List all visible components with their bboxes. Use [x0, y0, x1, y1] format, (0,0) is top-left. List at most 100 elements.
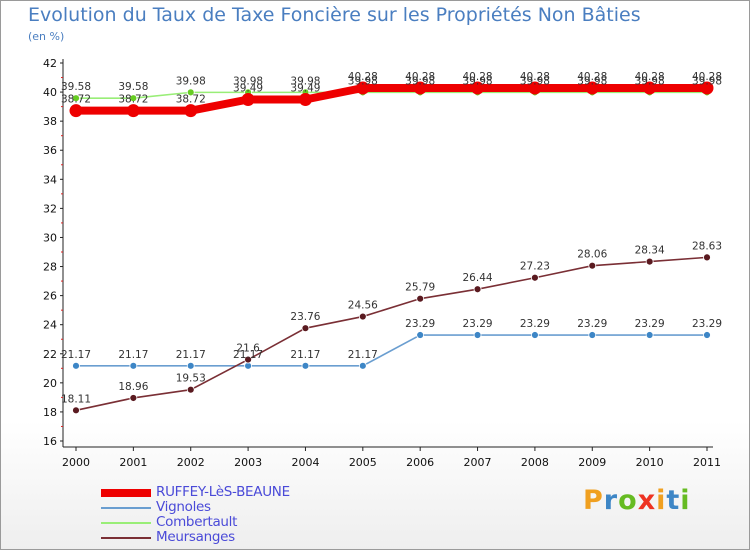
data-point	[531, 331, 539, 339]
data-label: 21.6	[236, 343, 260, 355]
data-label: 39.98	[635, 75, 665, 87]
data-point	[645, 331, 654, 339]
x-tick-label: 2004	[291, 456, 319, 469]
data-label: 39.98	[520, 75, 550, 87]
data-point	[301, 324, 310, 333]
data-label: 40.28	[348, 71, 378, 83]
y-tick-label: 16	[43, 435, 57, 448]
y-tick-label: 32	[43, 202, 57, 215]
data-label: 28.34	[635, 245, 665, 257]
data-label: 40.28	[520, 71, 550, 83]
data-label: 39.98	[692, 75, 722, 87]
data-point	[700, 81, 714, 95]
data-point	[186, 361, 195, 370]
data-point	[72, 94, 80, 103]
data-point	[186, 88, 195, 97]
data-label: 39.98	[405, 75, 435, 87]
data-point	[129, 94, 138, 103]
legend-item: Vignoles	[101, 499, 361, 515]
data-label: 39.98	[577, 75, 607, 87]
data-label: 21.17	[233, 349, 263, 361]
data-label: 23.29	[635, 318, 665, 330]
data-point	[241, 92, 255, 106]
logo-letter: P	[583, 485, 604, 516]
data-label: 38.72	[61, 94, 91, 106]
data-label: 28.06	[577, 249, 607, 261]
y-axis-unit-label: (en %)	[28, 30, 65, 43]
series-line	[75, 256, 708, 412]
data-label: 21.17	[61, 349, 91, 361]
y-tick-label: 26	[43, 290, 57, 303]
data-label: 23.76	[290, 311, 320, 323]
data-point	[72, 406, 80, 415]
y-tick-label: 40	[43, 86, 57, 99]
x-tick-label: 2001	[119, 456, 147, 469]
series-line	[76, 91, 707, 99]
data-point	[72, 361, 80, 370]
data-label: 18.11	[61, 393, 91, 405]
data-label: 39.98	[290, 75, 320, 87]
legend-label: Combertault	[156, 514, 238, 530]
legend-label: Meursanges	[156, 529, 235, 545]
data-point	[126, 104, 140, 118]
data-label: 23.29	[692, 318, 722, 330]
data-point	[471, 81, 485, 95]
data-point	[528, 81, 542, 95]
data-point	[703, 253, 711, 262]
data-label: 26.44	[463, 272, 493, 284]
data-point	[531, 273, 539, 282]
data-point	[473, 331, 482, 339]
data-label: 27.23	[520, 261, 550, 273]
chart-title: Evolution du Taux de Taxe Foncière sur l…	[28, 4, 641, 26]
x-tick-label: 2002	[177, 456, 205, 469]
series-line-ruffey	[76, 84, 707, 115]
legend-swatch	[101, 507, 151, 509]
data-label: 21.17	[290, 349, 320, 361]
data-point	[186, 385, 195, 394]
legend-label: RUFFEY-LèS-BEAUNE	[156, 484, 290, 500]
x-tick-label: 2010	[636, 456, 664, 469]
data-label: 40.28	[463, 71, 493, 83]
logo-letter: i	[656, 485, 667, 516]
logo-letter: i	[680, 485, 691, 516]
data-point	[244, 355, 252, 364]
data-label: 40.28	[405, 71, 435, 83]
data-label: 39.49	[233, 82, 263, 94]
data-label: 21.17	[118, 349, 148, 361]
proxiti-logo: Proxiti	[583, 485, 691, 516]
logo-letter: o	[618, 485, 638, 516]
legend-item: Combertault	[101, 514, 361, 530]
data-point	[645, 257, 654, 266]
x-tick-label: 2008	[521, 456, 549, 469]
data-label: 21.17	[348, 349, 378, 361]
data-point	[129, 394, 138, 402]
data-point	[588, 331, 597, 339]
data-label: 38.72	[118, 94, 148, 106]
data-label: 38.72	[176, 94, 206, 106]
data-point	[356, 81, 370, 95]
legend-item: Meursanges	[101, 529, 361, 545]
x-tick-label: 2003	[234, 456, 262, 469]
data-label: 40.28	[635, 71, 665, 83]
y-tick-label: 22	[43, 348, 57, 361]
y-tick-label: 20	[43, 377, 57, 390]
data-point	[703, 331, 711, 339]
y-tick-label: 28	[43, 261, 57, 274]
data-point	[358, 361, 367, 370]
data-label: 39.49	[290, 82, 320, 94]
data-label: 39.98	[463, 75, 493, 87]
data-point	[473, 285, 482, 294]
data-label: 39.98	[348, 75, 378, 87]
x-tick-label: 2006	[406, 456, 434, 469]
data-point	[301, 361, 310, 370]
data-label: 23.29	[463, 318, 493, 330]
data-label: 23.29	[520, 318, 550, 330]
x-tick-label: 2011	[693, 456, 721, 469]
data-point	[588, 261, 597, 270]
data-label: 21.17	[176, 349, 206, 361]
legend: RUFFEY-LèS-BEAUNE Vignoles Combertault M…	[101, 484, 361, 545]
legend-label: Vignoles	[156, 499, 211, 515]
y-tick-label: 36	[43, 144, 57, 157]
legend-item: RUFFEY-LèS-BEAUNE	[101, 484, 361, 500]
